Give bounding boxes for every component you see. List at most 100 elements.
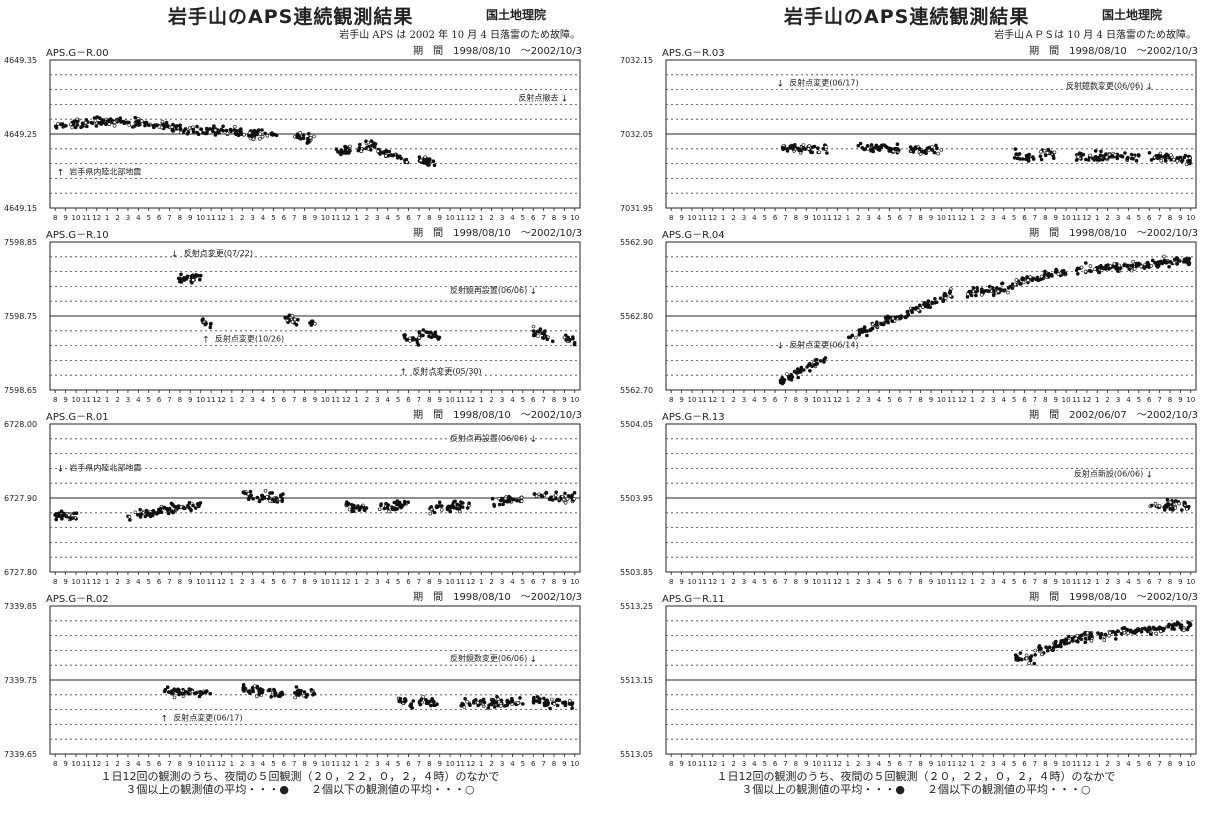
data-point: [518, 696, 522, 700]
data-point: [251, 137, 256, 142]
data-point: [187, 692, 191, 696]
data-point: [1164, 152, 1169, 157]
legend-footer: １日12回の観測のうち、夜間の５回観測（２０，２２，０，２，４時）のなかで ３個…: [0, 770, 600, 796]
annotation-arrow: ↓: [1145, 470, 1153, 480]
x-tick-label: 3: [1116, 396, 1120, 404]
x-tick-label: 12: [92, 214, 101, 222]
x-tick-label: 5: [146, 578, 150, 586]
y-tick-label: 4649.15: [4, 204, 37, 213]
x-tick-label: 12: [833, 578, 842, 586]
data-point: [71, 516, 75, 520]
footer-line-2: ３個以上の観測値の平均・・・● ２個以下の観測値の平均・・・○: [741, 783, 1091, 796]
data-point: [1024, 656, 1029, 661]
x-tick-label: 4: [877, 760, 882, 768]
x-tick-label: 1: [970, 214, 974, 222]
data-point: [791, 146, 795, 151]
data-point: [536, 334, 540, 338]
data-point: [566, 494, 571, 498]
data-point: [169, 690, 173, 694]
data-point: [1044, 645, 1048, 650]
data-point: [312, 692, 317, 696]
x-tick-label: 1: [354, 760, 358, 768]
data-point: [1046, 148, 1051, 152]
data-point: [1177, 622, 1181, 626]
x-tick-label: 11: [207, 578, 216, 586]
data-point: [1182, 257, 1187, 262]
data-point: [252, 128, 257, 133]
x-tick-label: 2: [981, 760, 985, 768]
data-point: [899, 316, 903, 320]
x-tick-label: 9: [562, 578, 566, 586]
data-point: [183, 127, 188, 131]
data-point: [1111, 264, 1115, 269]
data-point: [870, 322, 875, 327]
x-tick-label: 6: [282, 760, 287, 768]
y-tick-label: 5513.15: [620, 676, 653, 685]
data-point: [127, 515, 132, 519]
x-tick-label: 1: [846, 760, 850, 768]
data-point: [251, 497, 255, 501]
data-point: [821, 146, 826, 151]
data-point: [199, 127, 204, 132]
data-point: [810, 364, 814, 368]
data-point: [101, 119, 105, 123]
x-tick-label: 4: [1002, 760, 1007, 768]
data-point: [1087, 268, 1092, 273]
data-point: [313, 321, 317, 326]
x-tick-label: 2: [365, 578, 369, 586]
data-point: [432, 510, 437, 515]
x-tick-label: 12: [958, 760, 967, 768]
data-point: [1107, 267, 1111, 271]
data-point: [68, 122, 73, 127]
data-point: [793, 143, 797, 147]
data-point: [205, 689, 209, 693]
data-point: [343, 147, 348, 152]
data-point: [486, 706, 491, 710]
data-point: [1040, 652, 1044, 657]
data-point: [1020, 157, 1025, 161]
data-point: [534, 699, 539, 703]
x-tick-label: 1: [354, 578, 358, 586]
data-point: [568, 699, 572, 703]
data-point: [265, 133, 270, 138]
x-tick-label: 5: [762, 578, 766, 586]
x-tick-label: 3: [500, 396, 504, 404]
x-tick-label: 9: [437, 396, 441, 404]
data-point: [1120, 154, 1124, 158]
data-point: [562, 335, 567, 340]
data-point: [103, 121, 107, 126]
x-tick-label: 8: [1043, 578, 1047, 586]
data-point: [1026, 159, 1031, 163]
x-tick-label: 6: [898, 760, 903, 768]
x-tick-label: 3: [126, 760, 130, 768]
data-point: [1148, 632, 1153, 637]
x-tick-label: 3: [1116, 578, 1120, 586]
x-tick-label: 8: [427, 396, 431, 404]
data-point: [54, 124, 59, 129]
panel-label: APS.G－R.13: [662, 412, 725, 423]
data-point: [548, 706, 552, 711]
data-point: [921, 149, 926, 154]
data-point: [904, 315, 908, 320]
data-point: [348, 144, 352, 149]
x-tick-label: 8: [178, 214, 182, 222]
data-point: [191, 503, 195, 508]
x-tick-label: 2: [981, 578, 985, 586]
data-point: [1119, 631, 1124, 636]
x-tick-label: 3: [991, 578, 995, 586]
x-tick-label: 12: [466, 214, 475, 222]
x-tick-label: 7: [783, 214, 787, 222]
data-point: [221, 124, 225, 129]
data-point: [139, 119, 144, 123]
x-tick-label: 2: [115, 578, 119, 586]
x-tick-label: 11: [331, 760, 340, 768]
x-tick-label: 10: [937, 578, 946, 586]
data-point: [785, 372, 789, 376]
data-point: [1088, 153, 1092, 158]
data-point: [75, 123, 80, 127]
data-point: [242, 132, 246, 137]
data-point: [383, 149, 387, 154]
x-tick-label: 4: [752, 214, 757, 222]
